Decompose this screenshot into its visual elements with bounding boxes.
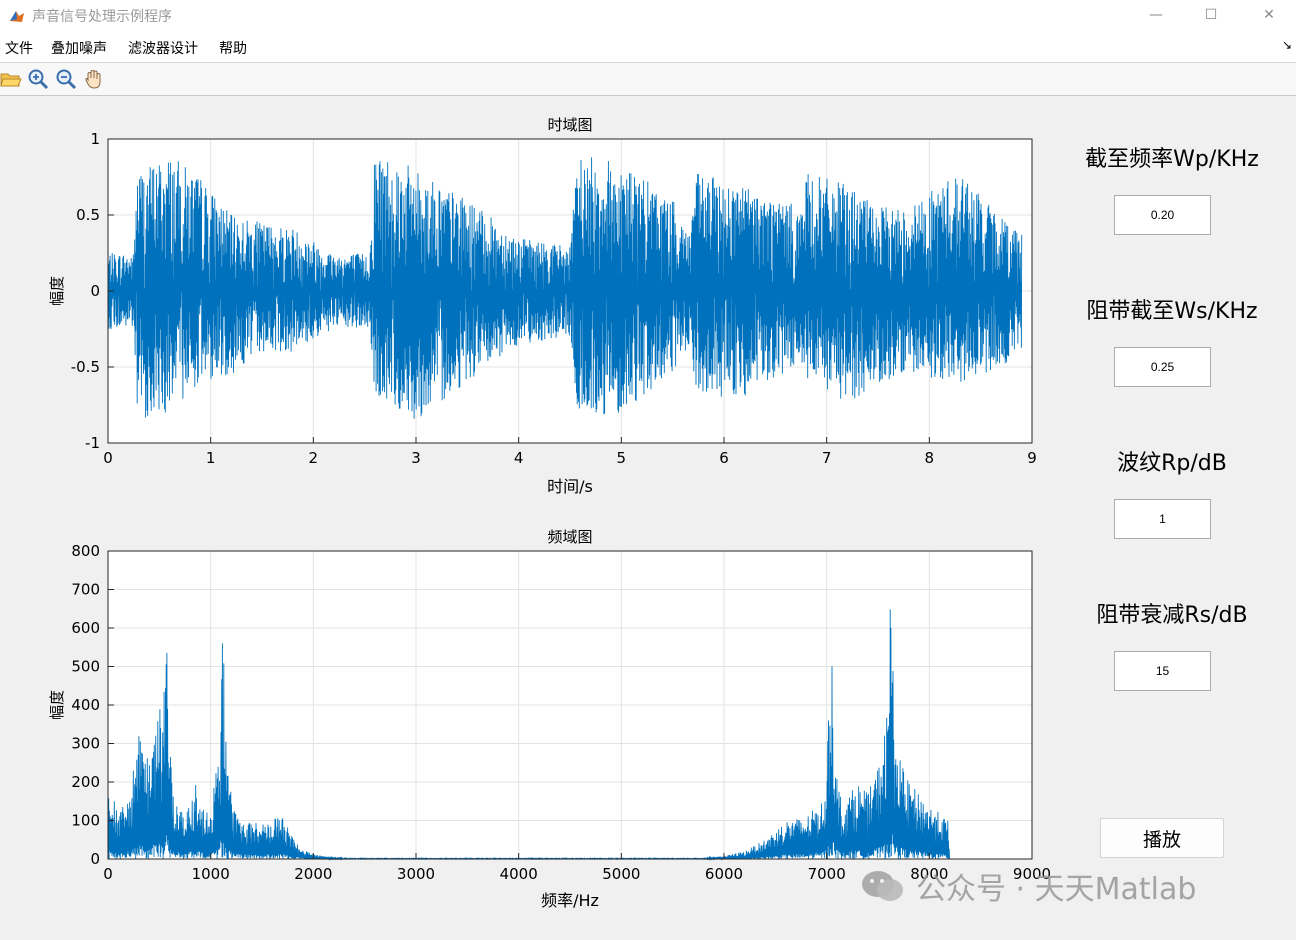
time-domain-waveform	[107, 157, 1023, 419]
menu-file[interactable]: 文件	[5, 41, 33, 57]
watermark-text: 公众号 · 天天Matlab	[916, 872, 1197, 907]
x-tick-label: 3000	[397, 865, 435, 883]
x-tick-label: 4	[514, 449, 524, 467]
x-tick-label: 0	[103, 449, 113, 467]
play-button[interactable]: 播放	[1100, 818, 1224, 858]
frequency-domain-xlabel: 频率/Hz	[541, 891, 599, 910]
y-tick-label: 0	[90, 850, 100, 868]
toolbar	[0, 63, 1296, 96]
x-tick-label: 6000	[705, 865, 743, 883]
y-tick-label: -0.5	[71, 358, 100, 376]
y-tick-label: -1	[85, 434, 100, 452]
ws-label: 阻带截至Ws/KHz	[1086, 299, 1258, 324]
rp-input[interactable]	[1114, 499, 1211, 539]
x-tick-label: 4000	[500, 865, 538, 883]
y-tick-label: 400	[71, 696, 100, 714]
x-tick-label: 5	[617, 449, 627, 467]
x-tick-label: 9000	[1013, 865, 1051, 883]
frequency-domain-ticks: 0 1000 2000 3000 4000 5000 6000 7000 8000 9000 0 10…	[71, 542, 1051, 883]
maximize-button[interactable]: ☐	[1204, 7, 1218, 23]
x-tick-label: 1000	[192, 865, 230, 883]
x-tick-label: 2	[309, 449, 319, 467]
menu-bar: 文件 叠加噪声 滤波器设计 帮助 ↘	[0, 32, 1296, 63]
y-tick-label: 800	[71, 542, 100, 560]
zoom-out-icon[interactable]	[55, 68, 77, 90]
time-domain-ylabel: 幅度	[48, 276, 66, 306]
rp-label: 波纹Rp/dB	[1117, 451, 1227, 476]
title-bar: 声音信号处理示例程序 — ☐ ✕	[0, 0, 1296, 32]
y-tick-label: 300	[71, 735, 100, 753]
time-domain-axes: 0 1 2 3 4 5 6 7 8 9 -1 -0.5 0 0.5 1 时域图 时间/s 幅度	[48, 116, 1037, 496]
x-tick-label: 0	[103, 865, 113, 883]
frequency-domain-title: 频域图	[547, 528, 592, 546]
figure-area: 0 1 2 3 4 5 6 7 8 9 -1 -0.5 0 0.5 1 时域图 时间/s 幅度 0 1000 2…	[0, 96, 1296, 936]
x-tick-label: 7000	[808, 865, 846, 883]
x-tick-label: 3	[411, 449, 421, 467]
menu-filter-design[interactable]: 滤波器设计	[128, 41, 198, 57]
time-domain-title: 时域图	[547, 116, 592, 134]
rs-label: 阻带衰减Rs/dB	[1096, 603, 1248, 628]
x-tick-label: 1	[206, 449, 216, 467]
frequency-domain-spectrum	[107, 609, 951, 861]
x-tick-label: 7	[822, 449, 832, 467]
x-tick-label: 8	[925, 449, 935, 467]
menu-overflow-icon[interactable]: ↘	[1281, 38, 1292, 52]
wp-input[interactable]	[1114, 195, 1211, 235]
menu-add-noise[interactable]: 叠加噪声	[51, 41, 107, 57]
x-tick-label: 6	[719, 449, 729, 467]
time-domain-series	[107, 157, 1023, 419]
time-domain-xlabel: 时间/s	[547, 477, 593, 496]
y-tick-label: 0	[90, 282, 100, 300]
rs-input[interactable]	[1114, 651, 1211, 691]
x-tick-label: 2000	[294, 865, 332, 883]
wechat-icon	[862, 871, 903, 901]
y-tick-label: 1	[90, 130, 100, 148]
frequency-domain-axes: 0 1000 2000 3000 4000 5000 6000 7000 8000 9000 0 10…	[48, 528, 1051, 910]
y-tick-label: 0.5	[76, 206, 100, 224]
y-tick-label: 600	[71, 619, 100, 637]
ws-input[interactable]	[1114, 347, 1211, 387]
pan-hand-icon[interactable]	[83, 68, 105, 90]
x-tick-label: 8000	[910, 865, 948, 883]
wp-label: 截至频率Wp/KHz	[1085, 147, 1259, 172]
zoom-in-icon[interactable]	[27, 68, 49, 90]
time-domain-ticks: 0 1 2 3 4 5 6 7 8 9 -1 -0.5 0 0.5 1	[71, 130, 1037, 467]
y-tick-label: 700	[71, 581, 100, 599]
window-title: 声音信号处理示例程序	[32, 9, 172, 25]
menu-help[interactable]: 帮助	[219, 41, 247, 57]
frequency-domain-ylabel: 幅度	[48, 690, 66, 720]
y-tick-label: 200	[71, 773, 100, 791]
minimize-button[interactable]: —	[1149, 7, 1163, 23]
y-tick-label: 500	[71, 658, 100, 676]
y-tick-label: 100	[71, 812, 100, 830]
matlab-app-icon	[8, 7, 26, 25]
x-tick-label: 5000	[602, 865, 640, 883]
plot-canvas: 0 1 2 3 4 5 6 7 8 9-1-0.500.51 时域图 时间/s 幅度 0 1000 2…	[48, 116, 1051, 910]
x-tick-label: 9	[1027, 449, 1037, 467]
frequency-domain-series	[107, 609, 951, 861]
folder-open-icon[interactable]	[0, 68, 22, 90]
close-button[interactable]: ✕	[1263, 7, 1275, 23]
watermark: 公众号 · 天天Matlab	[860, 866, 1197, 907]
